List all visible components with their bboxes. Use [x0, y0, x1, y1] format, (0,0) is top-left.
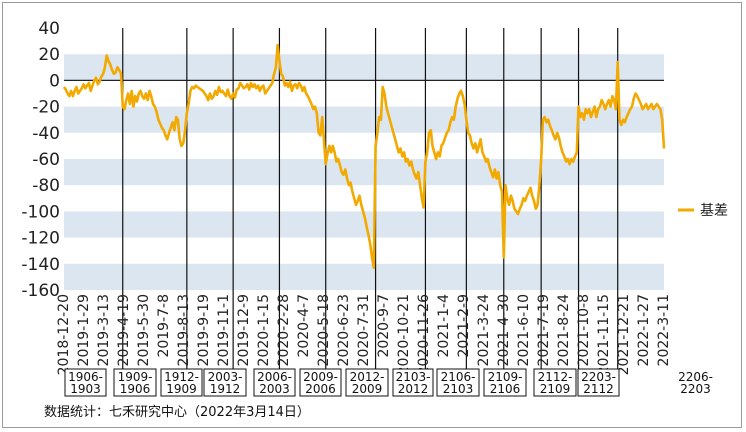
roll-contract-box: 1909-1906 [113, 368, 157, 397]
x-tick-label: 2020-10-21 [396, 294, 412, 375]
roll-contract-label: 2103- [396, 370, 431, 384]
x-tick-label: 2021-2-9 [456, 294, 472, 358]
roll-contract-label: 2203 [680, 382, 711, 396]
x-tick-label: 2019-12-9 [236, 294, 252, 366]
roll-contract-box: 2203-2112 [577, 368, 620, 397]
roll-contract-label: 1903 [70, 382, 101, 396]
roll-contract-box: 2103-2012 [392, 368, 434, 397]
x-tick-label: 2021-4-30 [496, 294, 512, 366]
roll-contract-label: 2112- [538, 370, 573, 384]
x-tick-label: 2020-4-7 [296, 294, 312, 358]
roll-contract-label: 2006- [257, 370, 292, 384]
roll-contract-label: 2103 [443, 382, 474, 396]
roll-contract-label: 1912- [164, 370, 199, 384]
roll-contract-label: 1909 [166, 382, 197, 396]
roll-contract-box: 2206-2203 [678, 370, 713, 396]
x-tick-label: 2021-6-10 [516, 294, 532, 366]
y-tick-label: -160 [21, 281, 60, 301]
x-tick-label: 2021-1-4 [436, 294, 452, 358]
x-tick-label: 2021-7-19 [536, 294, 552, 366]
roll-contract-label: 2012- [350, 370, 385, 384]
y-tick-label: -60 [32, 150, 60, 170]
x-tick-label: 2019-8-13 [176, 294, 192, 366]
x-tick-label: 2019-5-30 [136, 294, 152, 366]
x-tick-label: 2018-12-20 [56, 294, 72, 375]
roll-contract-box: 2012-2009 [345, 368, 389, 397]
background-band [64, 54, 664, 81]
legend-label: 基差 [700, 202, 728, 219]
y-axis: 40 20 0 -20 -40 -60 -80 -100 -120 -140 -160 [21, 19, 60, 301]
x-tick-label: 2020-9-7 [376, 294, 392, 358]
x-tick-label: 2020-6-23 [336, 294, 352, 366]
roll-contract-label: 2009 [352, 382, 383, 396]
roll-contract-label: 2003 [259, 382, 290, 396]
x-tick-label: 2021-10-8 [576, 294, 592, 366]
roll-contract-label: 2009- [303, 370, 338, 384]
y-tick-label: -120 [21, 229, 60, 249]
background-band [64, 159, 664, 186]
x-tick-label: 2019-3-13 [96, 294, 112, 366]
roll-contract-label: 1909- [118, 370, 153, 384]
y-tick-label: -20 [32, 98, 60, 118]
roll-contract-box: 1912-1909 [160, 368, 203, 397]
roll-contract-box: 1906-1903 [64, 368, 107, 397]
x-tick-label: 2019-9-19 [196, 294, 212, 366]
series-layer [62, 43, 666, 269]
roll-contract-label: 2006 [305, 382, 336, 396]
legend: 基差 [678, 202, 728, 219]
roll-contract-boxes: 1906-19031909-19061912-19092003-19122006… [64, 368, 713, 397]
roll-contract-box: 2009-2006 [299, 368, 342, 397]
background-band [64, 106, 664, 133]
x-tick-label: 2019-7-8 [156, 294, 172, 358]
x-tick-label: 2020-5-18 [316, 294, 332, 366]
y-tick-label: -40 [32, 124, 60, 144]
roll-contract-label: 2106- [441, 370, 476, 384]
roll-contract-label: 2106 [490, 382, 521, 396]
roll-contract-label: 2109 [540, 382, 571, 396]
roll-contract-box: 2003-1912 [203, 368, 247, 397]
roll-contract-box: 2106-2103 [436, 368, 480, 397]
x-tick-label: 2020-1-15 [256, 294, 272, 366]
source-note: 数据统计：七禾研究中心（2022年3月14日） [44, 405, 310, 420]
x-tick-label: 2019-1-29 [76, 294, 92, 366]
roll-contract-label: 2206- [678, 370, 713, 384]
roll-contract-label: 1906- [68, 370, 103, 384]
roll-contract-label: 2109- [488, 370, 523, 384]
y-tick-label: -100 [21, 202, 60, 222]
y-tick-label: 0 [49, 71, 60, 91]
roll-contract-box: 2006-2003 [253, 368, 296, 397]
x-tick-label: 2022-1-27 [636, 294, 652, 366]
roll-contract-label: 2012 [398, 382, 429, 396]
y-tick-label: 40 [38, 19, 60, 39]
x-axis-tick-labels: 2018-12-20 2019-1-29 2019-3-13 2019-4-19 201… [56, 294, 672, 375]
series-line-basis [62, 43, 666, 269]
x-tick-label: 2021-8-24 [556, 294, 572, 367]
y-tick-label: -140 [21, 255, 60, 275]
x-tick-label: 2020-11-26 [416, 294, 432, 375]
roll-contract-box: 2112-2109 [533, 368, 577, 397]
roll-contract-label: 1912 [210, 382, 241, 396]
roll-contract-label: 2203- [581, 370, 616, 384]
x-tick-label: 2019-11-1 [216, 294, 232, 366]
background-bands [64, 54, 664, 290]
roll-contract-box: 2109-2106 [483, 368, 527, 397]
background-band [64, 263, 664, 290]
x-tick-label: 2020-7-31 [356, 294, 372, 366]
x-tick-label: 2022-3-11 [656, 294, 672, 366]
x-tick-label: 2021-3-24 [476, 294, 492, 367]
x-tick-label: 2021-12-21 [616, 294, 632, 375]
roll-contract-label: 2112 [583, 382, 614, 396]
x-tick-label: 2019-4-19 [116, 294, 132, 366]
roll-contract-label: 2003- [208, 370, 243, 384]
y-tick-label: -80 [32, 176, 60, 196]
x-tick-label: 2020-2-28 [276, 294, 292, 366]
x-tick-label: 2021-11-15 [596, 294, 612, 375]
roll-contract-label: 1906 [120, 382, 151, 396]
y-tick-label: 20 [38, 45, 60, 65]
